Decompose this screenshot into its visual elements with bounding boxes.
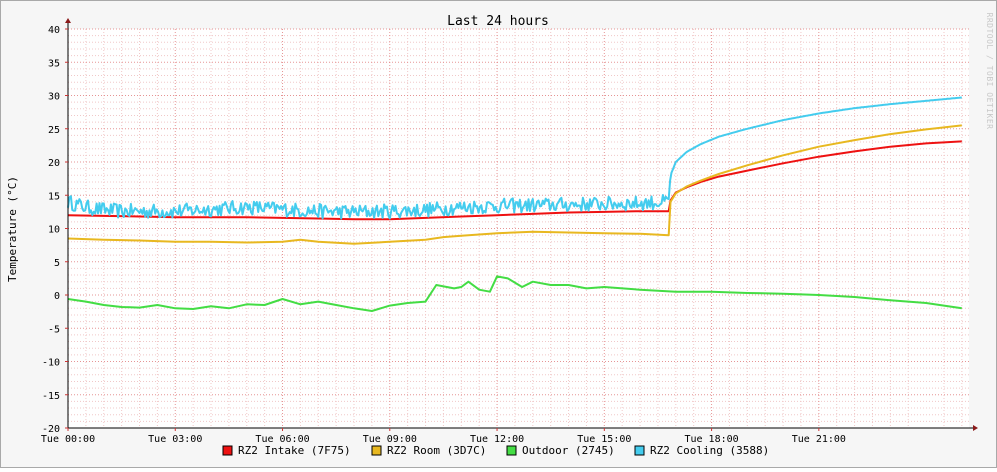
series-layer bbox=[67, 96, 962, 312]
x-tick-label: Tue 21:00 bbox=[792, 434, 846, 445]
legend-swatch-2 bbox=[506, 445, 517, 456]
y-tick-label: -15 bbox=[42, 391, 60, 402]
x-tick-label: Tue 00:00 bbox=[41, 434, 95, 445]
series-line-1 bbox=[67, 124, 962, 245]
x-tick-label: Tue 03:00 bbox=[148, 434, 202, 445]
legend-label-1: RZ2 Room (3D7C) bbox=[387, 444, 486, 457]
y-tick-label: -5 bbox=[48, 324, 60, 335]
x-tick-label: Tue 06:00 bbox=[255, 434, 309, 445]
y-tick-labels: -20 -15 -10 -5 0 5 10 15 20 25 30 35 40 bbox=[42, 25, 60, 435]
y-tick-label: -10 bbox=[42, 358, 60, 369]
chart-title: Last 24 hours bbox=[447, 14, 549, 29]
y-tick-label: 10 bbox=[48, 225, 60, 236]
y-tick-label: 15 bbox=[48, 191, 60, 202]
x-tick-label: Tue 09:00 bbox=[363, 434, 417, 445]
y-tick-label: 25 bbox=[48, 125, 60, 136]
y-axis-arrow bbox=[65, 18, 71, 23]
y-tick-label: 35 bbox=[48, 58, 60, 69]
y-axis-label: Temperature (°C) bbox=[6, 176, 19, 282]
y-tick-label: 5 bbox=[54, 258, 60, 269]
legend-label-3: RZ2 Cooling (3588) bbox=[650, 444, 769, 457]
series-line-0 bbox=[67, 140, 962, 221]
legend-label-2: Outdoor (2745) bbox=[522, 444, 615, 457]
series-line-3 bbox=[67, 96, 962, 220]
y-tick-label: 0 bbox=[54, 291, 60, 302]
axes bbox=[65, 18, 978, 431]
legend: RZ2 Intake (7F75) RZ2 Room (3D7C) Outdoor … bbox=[222, 444, 769, 457]
y-tick-label: 20 bbox=[48, 158, 60, 169]
y-tick-label: 40 bbox=[48, 25, 60, 36]
x-tick-label: Tue 12:00 bbox=[470, 434, 524, 445]
legend-swatch-3 bbox=[634, 445, 645, 456]
legend-swatch-0 bbox=[222, 445, 233, 456]
series-line-2 bbox=[67, 275, 962, 312]
legend-swatch-1 bbox=[371, 445, 382, 456]
x-tick-label: Tue 15:00 bbox=[577, 434, 631, 445]
x-axis-arrow bbox=[973, 425, 978, 431]
y-tick-label: -20 bbox=[42, 424, 60, 435]
grid-major bbox=[67, 28, 969, 429]
x-tick-label: Tue 18:00 bbox=[684, 434, 738, 445]
legend-label-0: RZ2 Intake (7F75) bbox=[238, 444, 351, 457]
watermark: RRDTOOL / TOBI OETIKER bbox=[985, 13, 994, 130]
y-tick-label: 30 bbox=[48, 92, 60, 103]
x-tick-labels: Tue 00:00 Tue 03:00 Tue 06:00 Tue 09:00 Tue … bbox=[41, 434, 846, 445]
